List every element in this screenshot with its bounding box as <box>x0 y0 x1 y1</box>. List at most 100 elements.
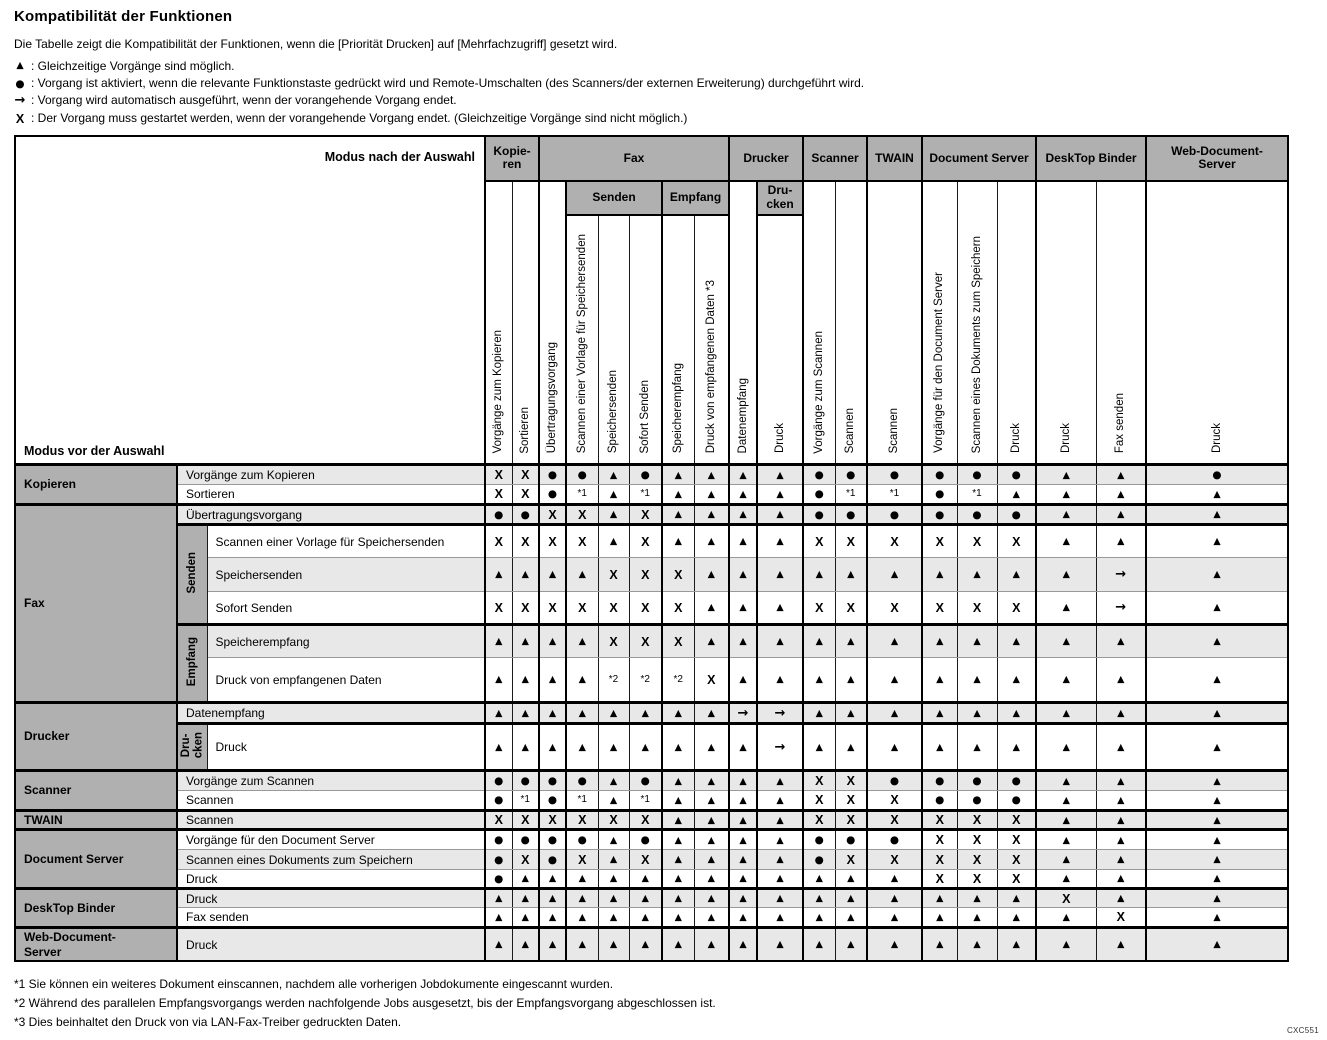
matrix-cell: X <box>996 524 1037 559</box>
footnote: *1 Sie können ein weiteres Dokument eins… <box>14 976 614 991</box>
matrix-cell: ● <box>538 770 567 792</box>
matrix-cell: ▲ <box>802 869 836 891</box>
col-leaf-label: Speichersenden <box>607 370 620 454</box>
matrix-cell: ▲ <box>1035 591 1097 627</box>
matrix-cell: ● <box>628 770 663 792</box>
matrix-cell: ▲ <box>834 869 868 891</box>
matrix-cell: ▲ <box>1145 829 1289 851</box>
matrix-cell: X <box>956 849 998 871</box>
matrix-cell: ▲ <box>756 849 804 871</box>
matrix-cell: X <box>628 504 663 527</box>
matrix-cell: ▲ <box>802 723 836 773</box>
col-leaf-label: Speicherempfang <box>671 363 684 454</box>
matrix-cell: ● <box>996 504 1037 527</box>
matrix-cell: ▲ <box>1035 657 1097 705</box>
matrix-cell: ▲ <box>597 888 630 909</box>
matrix-cell: ▲ <box>484 702 513 726</box>
col-leaf-label: Fax senden <box>1114 393 1127 454</box>
matrix-cell: ▲ <box>628 702 663 726</box>
matrix-cell: ▲ <box>1145 849 1289 871</box>
corner-cell: Modus nach der Auswahl Modus vor der Ausw… <box>14 135 486 467</box>
legend-item: ▲: Gleichzeitige Vorgänge sind möglich. <box>14 59 1313 74</box>
matrix-cell: ▲ <box>866 888 923 909</box>
matrix-cell: ▲ <box>1145 524 1289 559</box>
matrix-cell: X <box>956 810 998 832</box>
matrix-cell: ▲ <box>693 464 730 486</box>
row-label: Scannen eines Dokuments zum Speichern <box>176 849 486 871</box>
matrix-cell: ▲ <box>1095 723 1147 773</box>
matrix-cell: ▲ <box>834 927 868 962</box>
matrix-cell: ▲ <box>1095 504 1147 527</box>
matrix-cell: X <box>511 524 540 559</box>
row-sub-label: Dru- cken <box>179 731 205 759</box>
matrix-cell: ▲ <box>921 907 958 930</box>
matrix-cell: *1 <box>565 484 599 507</box>
matrix-cell: ● <box>538 484 567 507</box>
matrix-cell: X <box>484 810 513 832</box>
matrix-cell: ▲ <box>728 869 758 891</box>
matrix-cell: *1 <box>628 790 663 813</box>
matrix-cell: X <box>597 624 630 659</box>
col-group-header: Drucker <box>728 135 804 182</box>
matrix-cell: ▲ <box>538 869 567 891</box>
matrix-cell: ▲ <box>1145 907 1289 930</box>
col-leaf-header: Scannen einer Vorlage für Speichersenden <box>565 214 599 467</box>
matrix-cell: ▲ <box>661 770 695 792</box>
matrix-cell: ● <box>956 790 998 813</box>
matrix-cell: ▲ <box>756 829 804 851</box>
col-leaf-label: Vorgänge zum Scannen <box>812 330 825 454</box>
matrix-cell: X <box>565 810 599 832</box>
matrix-cell: X <box>866 790 923 813</box>
matrix-cell: X <box>834 849 868 871</box>
matrix-cell: X <box>538 810 567 832</box>
matrix-cell: X <box>628 557 663 593</box>
matrix-cell: ▲ <box>693 907 730 930</box>
matrix-cell: ▲ <box>834 657 868 705</box>
col-leaf-label: Scannen <box>888 408 901 454</box>
matrix-cell: ▲ <box>1095 702 1147 726</box>
matrix-cell: ● <box>921 770 958 792</box>
matrix-cell: X <box>628 810 663 832</box>
matrix-cell: ▲ <box>1095 790 1147 813</box>
matrix-cell: X <box>661 624 695 659</box>
legend-text: : Gleichzeitige Vorgänge sind möglich. <box>31 59 235 73</box>
col-group-header: Web-Document- Server <box>1145 135 1289 182</box>
matrix-cell: ● <box>565 464 599 486</box>
matrix-cell: ▲ <box>866 869 923 891</box>
matrix-cell: X <box>484 484 513 507</box>
matrix-cell: ▲ <box>866 927 923 962</box>
matrix-cell: → <box>728 702 758 726</box>
legend-text: : Vorgang ist aktiviert, wenn die releva… <box>31 75 865 90</box>
matrix-cell: ▲ <box>565 723 599 773</box>
matrix-cell: ● <box>921 484 958 507</box>
matrix-cell: ▲ <box>866 624 923 659</box>
matrix-cell: ▲ <box>661 484 695 507</box>
matrix-cell: X <box>565 591 599 627</box>
col-leaf-header: Vorgänge zum Kopieren <box>484 180 513 467</box>
matrix-cell: ● <box>484 770 513 792</box>
matrix-cell: ▲ <box>756 907 804 930</box>
matrix-cell: ▲ <box>693 790 730 813</box>
matrix-cell: X <box>921 810 958 832</box>
matrix-cell: ▲ <box>565 557 599 593</box>
col-leaf-label: Vorgänge für den Document Server <box>933 272 946 454</box>
matrix-cell: X <box>511 810 540 832</box>
matrix-cell: ▲ <box>1095 770 1147 792</box>
matrix-cell: ▲ <box>1145 624 1289 659</box>
matrix-cell: ▲ <box>511 723 540 773</box>
matrix-cell: ▲ <box>756 657 804 705</box>
matrix-cell: ▲ <box>802 927 836 962</box>
table-row: Speichersenden ▲ ▲ ▲ ▲ X X X ▲ ▲ ▲ ▲ ▲ ▲ ▲ ▲ ▲ ▲ → ▲ <box>15 557 1289 593</box>
matrix-cell: ● <box>538 790 567 813</box>
matrix-cell: ▲ <box>1095 927 1147 962</box>
matrix-cell: ● <box>565 770 599 792</box>
col-leaf-header: Vorgänge zum Scannen <box>802 180 836 467</box>
matrix-cell: ● <box>834 504 868 527</box>
matrix-cell: ▲ <box>1035 484 1097 507</box>
matrix-cell: ▲ <box>511 624 540 659</box>
row-label: Druck <box>176 888 486 909</box>
matrix-cell: ▲ <box>728 849 758 871</box>
row-label: Druck <box>206 723 486 773</box>
matrix-cell: ▲ <box>1035 927 1097 962</box>
matrix-cell: ● <box>511 770 540 792</box>
